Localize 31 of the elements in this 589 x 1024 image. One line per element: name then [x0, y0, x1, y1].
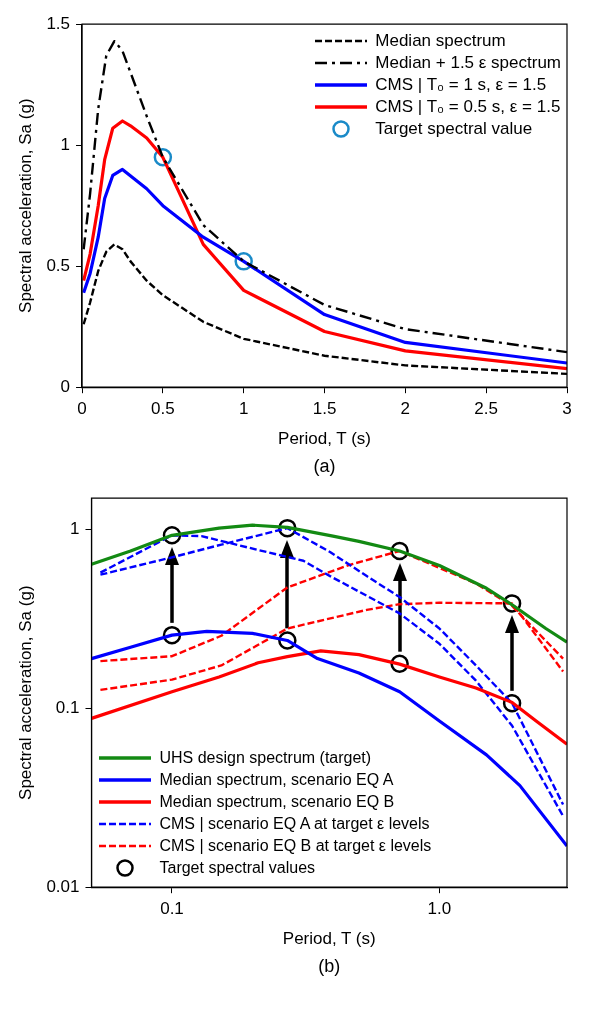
x-axis-title: Period, T (s)	[278, 429, 371, 449]
legend-label: Median spectrum	[375, 30, 506, 53]
legend-label: Median spectrum, scenario EQ A	[159, 770, 394, 791]
legend-label: Target spectral values	[159, 858, 316, 879]
y-tick-label: 1.5	[46, 13, 71, 33]
y-axis-title: Spectral acceleration, Sa (g)	[15, 98, 35, 313]
legend-label: Median spectrum, scenario EQ B	[159, 792, 395, 813]
x-tick-label: 2.5	[474, 399, 498, 419]
x-tick-label: 3	[562, 399, 572, 419]
text: (b)	[317, 956, 342, 978]
x-axis-title: Period, T (s)	[282, 929, 376, 949]
y-tick-label: 0.5	[46, 255, 71, 275]
y-tick-label: 1	[60, 134, 71, 154]
y-tick-label: 0.01	[46, 876, 80, 896]
legend-label: CMS | scenario EQ B at target ε levels	[159, 836, 432, 857]
legend-label: Target spectral value	[375, 118, 533, 141]
x-tick-label: 1.5	[312, 399, 337, 419]
x-tick-label: 1	[238, 399, 249, 419]
y-axis-title: Spectral acceleration, Sa (g)	[15, 585, 35, 800]
x-tick-label: 0.5	[151, 399, 175, 419]
legend-label: Median + 1.5 ε spectrum	[375, 52, 561, 75]
y-tick-label: 0	[60, 376, 71, 396]
legend-label: CMS | T₀ = 0.5 s, ε = 1.5	[375, 96, 561, 119]
legend-label: CMS | scenario EQ A at target ε levels	[159, 814, 430, 835]
legend-label: CMS | T₀ = 1 s, ε = 1.5	[375, 74, 547, 97]
legend-label: UHS design spectrum (target)	[159, 748, 372, 769]
x-tick-label: 1.0	[427, 899, 452, 919]
y-tick-label: 1	[70, 519, 80, 539]
text: (a)	[312, 456, 337, 478]
y-tick-label: 0.1	[55, 698, 80, 718]
x-tick-label: 2	[400, 399, 411, 419]
